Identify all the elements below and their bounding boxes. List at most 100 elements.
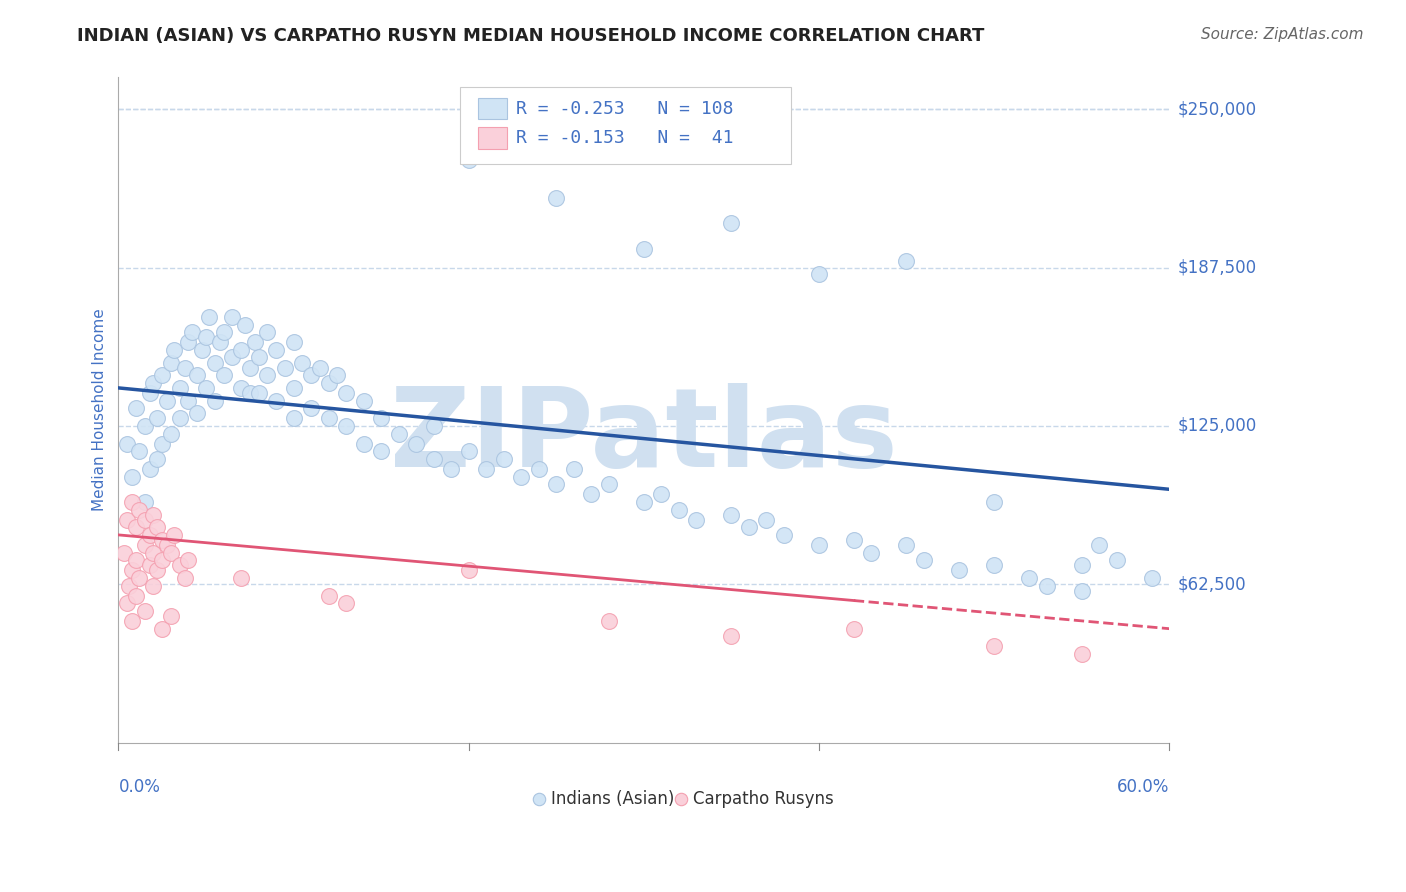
- Point: [160, 426, 183, 441]
- Point: [562, 462, 585, 476]
- Text: Source: ZipAtlas.com: Source: ZipAtlas.com: [1201, 27, 1364, 42]
- Point: [121, 495, 143, 509]
- Point: [1035, 578, 1057, 592]
- Point: [128, 444, 150, 458]
- Point: [256, 325, 278, 339]
- Text: $187,500: $187,500: [1178, 259, 1257, 277]
- Point: [983, 558, 1005, 573]
- Point: [174, 360, 197, 375]
- FancyBboxPatch shape: [460, 87, 790, 164]
- Bar: [478, 128, 508, 149]
- Point: [150, 436, 173, 450]
- Point: [134, 418, 156, 433]
- Point: [807, 267, 830, 281]
- Point: [264, 393, 287, 408]
- Point: [221, 351, 243, 365]
- Text: R = -0.153   N =  41: R = -0.153 N = 41: [516, 129, 733, 147]
- Point: [198, 310, 221, 324]
- Point: [146, 520, 169, 534]
- Point: [212, 368, 235, 383]
- Text: $250,000: $250,000: [1178, 100, 1257, 118]
- Point: [720, 629, 742, 643]
- Point: [134, 604, 156, 618]
- Point: [142, 376, 165, 390]
- Point: [1088, 538, 1111, 552]
- Point: [247, 351, 270, 365]
- Point: [146, 411, 169, 425]
- Point: [422, 451, 444, 466]
- Point: [121, 563, 143, 577]
- Text: Indians (Asian): Indians (Asian): [551, 790, 675, 808]
- Point: [156, 393, 179, 408]
- Point: [283, 381, 305, 395]
- Point: [134, 495, 156, 509]
- Point: [139, 386, 162, 401]
- Point: [208, 335, 231, 350]
- Point: [335, 386, 357, 401]
- Point: [527, 462, 550, 476]
- Point: [177, 553, 200, 567]
- Point: [150, 622, 173, 636]
- Point: [457, 563, 479, 577]
- Point: [274, 360, 297, 375]
- Point: [668, 502, 690, 516]
- Point: [150, 553, 173, 567]
- Point: [326, 368, 349, 383]
- Text: $62,500: $62,500: [1178, 575, 1247, 593]
- Point: [755, 513, 778, 527]
- Point: [204, 393, 226, 408]
- Point: [160, 609, 183, 624]
- Point: [177, 335, 200, 350]
- Point: [546, 477, 568, 491]
- Point: [195, 330, 218, 344]
- Point: [650, 487, 672, 501]
- Point: [842, 622, 865, 636]
- Point: [174, 571, 197, 585]
- Point: [308, 360, 330, 375]
- Point: [128, 571, 150, 585]
- Point: [229, 571, 252, 585]
- Point: [370, 444, 392, 458]
- Point: [139, 462, 162, 476]
- Point: [912, 553, 935, 567]
- Point: [233, 318, 256, 332]
- Point: [581, 487, 603, 501]
- Point: [247, 386, 270, 401]
- Point: [221, 310, 243, 324]
- Point: [121, 614, 143, 628]
- Point: [139, 528, 162, 542]
- Point: [139, 558, 162, 573]
- Point: [186, 368, 208, 383]
- Point: [191, 343, 214, 357]
- Point: [1105, 553, 1128, 567]
- Point: [195, 381, 218, 395]
- Point: [457, 153, 479, 167]
- Point: [353, 436, 375, 450]
- Point: [318, 411, 340, 425]
- Point: [335, 596, 357, 610]
- Point: [256, 368, 278, 383]
- Point: [948, 563, 970, 577]
- Point: [186, 406, 208, 420]
- Point: [405, 436, 427, 450]
- Point: [204, 355, 226, 369]
- Point: [492, 451, 515, 466]
- Point: [115, 596, 138, 610]
- Point: [134, 513, 156, 527]
- Point: [860, 546, 883, 560]
- Point: [283, 335, 305, 350]
- Point: [125, 520, 148, 534]
- Point: [440, 462, 463, 476]
- Point: [299, 368, 322, 383]
- Point: [229, 343, 252, 357]
- Text: Carpatho Rusyns: Carpatho Rusyns: [693, 790, 834, 808]
- Point: [169, 381, 191, 395]
- Point: [422, 418, 444, 433]
- Point: [142, 508, 165, 522]
- Point: [229, 381, 252, 395]
- Point: [685, 513, 707, 527]
- Point: [115, 513, 138, 527]
- Point: [156, 538, 179, 552]
- Point: [142, 546, 165, 560]
- Point: [335, 418, 357, 433]
